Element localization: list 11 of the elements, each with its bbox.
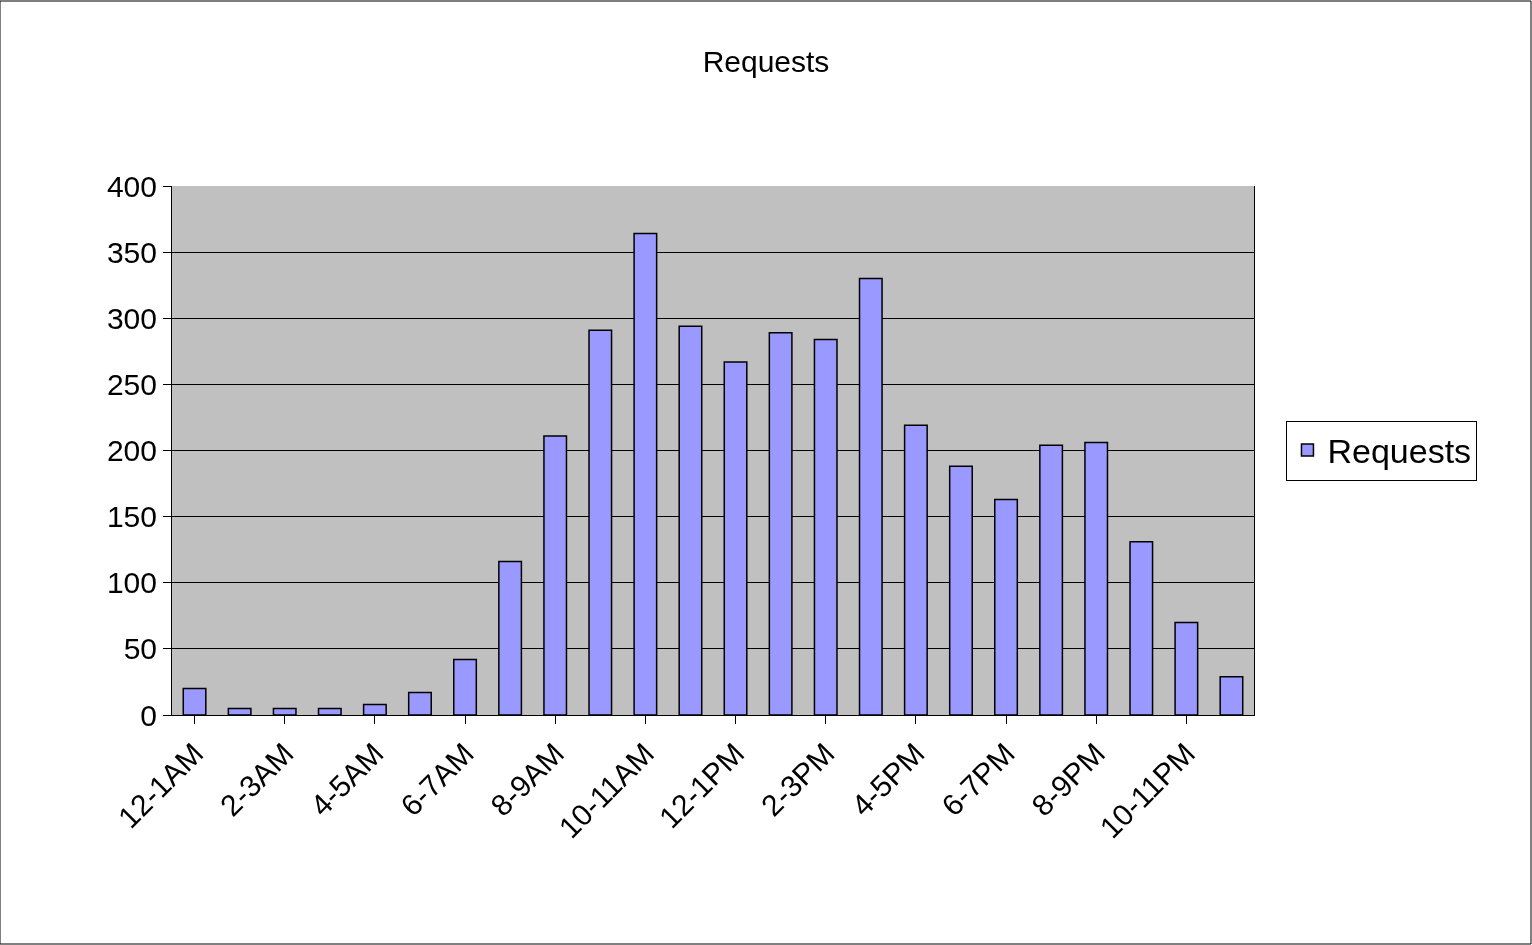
- y-tick-label: 300: [106, 301, 157, 335]
- y-tick-label: 50: [123, 632, 157, 666]
- y-tick-label: 250: [106, 367, 157, 401]
- chart-title: Requests: [702, 44, 830, 78]
- y-tick-label: 0: [140, 698, 157, 732]
- y-tick-label: 350: [106, 235, 157, 269]
- y-tick-label: 400: [106, 169, 157, 203]
- y-tick-label: 150: [106, 500, 157, 534]
- y-tick-label: 100: [106, 566, 157, 600]
- y-tick-label: 200: [106, 434, 157, 467]
- legend-label: Requests: [1327, 432, 1472, 471]
